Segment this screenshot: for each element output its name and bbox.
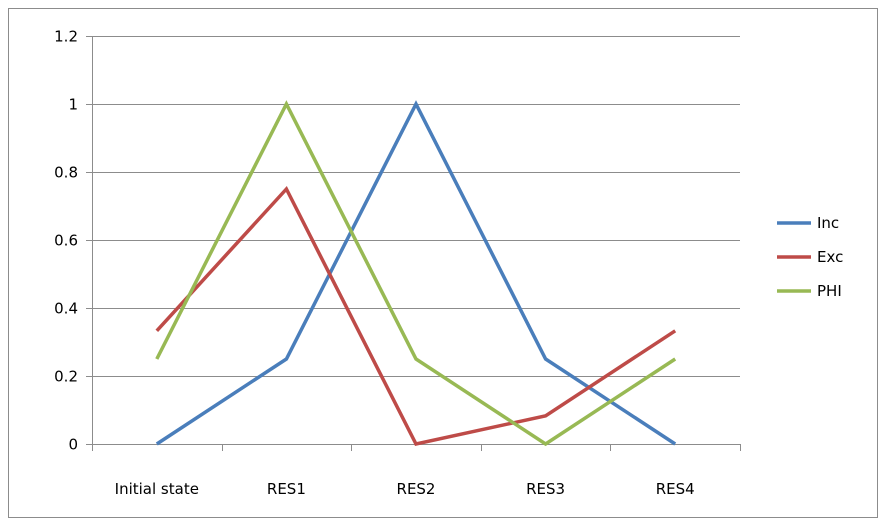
legend-label-exc: Exc [817, 248, 843, 266]
x-tick-label: Initial state [115, 480, 199, 498]
x-tick-label: RES2 [397, 480, 436, 498]
legend-label-inc: Inc [817, 214, 839, 232]
gridlines [92, 36, 740, 377]
x-tick-label: RES1 [267, 480, 306, 498]
series-line-inc [155, 100, 677, 446]
y-tick-label: 0 [68, 436, 78, 454]
legend: Inc Exc PHI [777, 214, 843, 300]
y-tick-label: 1.2 [54, 28, 78, 46]
series-line-exc [155, 185, 677, 446]
x-tick-label: RES4 [656, 480, 695, 498]
y-tick-label: 0.4 [54, 300, 78, 318]
x-axis-ticks: Initial state RES1 RES2 RES3 RES4 [92, 444, 741, 498]
x-tick-label: RES3 [526, 480, 565, 498]
y-tick-label: 0.2 [54, 368, 78, 386]
y-tick-label: 0.6 [54, 232, 78, 250]
series-lines [155, 100, 677, 447]
y-tick-label: 1 [68, 96, 78, 114]
series-line-phi [155, 100, 677, 447]
y-tick-label: 0.8 [54, 164, 78, 182]
y-axis-ticks: 0 0.2 0.4 0.6 0.8 1 1.2 [54, 28, 92, 454]
legend-label-phi: PHI [817, 282, 842, 300]
chart-frame [8, 8, 878, 518]
